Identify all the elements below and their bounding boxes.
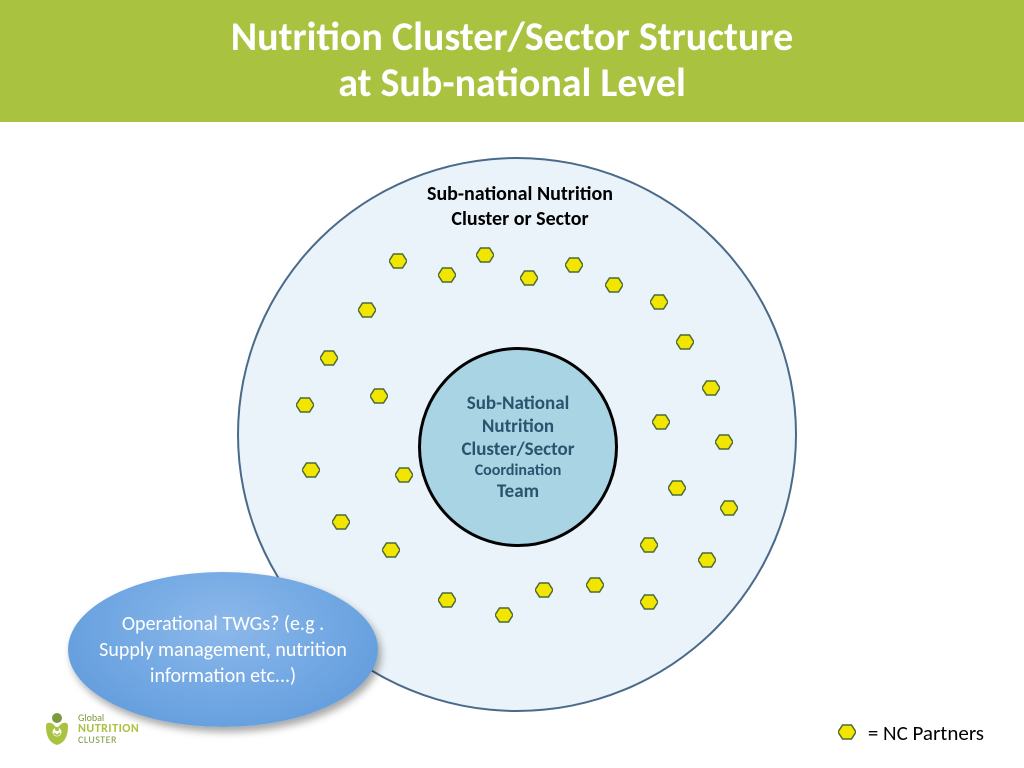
legend-hexagon-icon — [838, 720, 856, 746]
inner-circle-text: Sub-NationalNutritionCluster/SectorCoord… — [462, 392, 575, 503]
partner-hexagon-icon — [302, 462, 320, 478]
logo-text: Global NUTRITION CLUSTER — [78, 713, 139, 745]
partner-hexagon-icon — [720, 500, 738, 516]
partner-hexagon-icon — [652, 414, 670, 430]
partner-hexagon-icon — [358, 302, 376, 318]
partner-hexagon-icon — [650, 294, 668, 310]
logo-line3: CLUSTER — [78, 735, 139, 745]
outer-label-line2: Cluster or Sector — [451, 207, 588, 231]
partner-hexagon-icon — [535, 582, 553, 598]
partner-hexagon-icon — [702, 380, 720, 396]
partner-hexagon-icon — [438, 592, 456, 608]
partner-hexagon-icon — [668, 480, 686, 496]
partner-hexagon-icon — [382, 542, 400, 558]
partner-hexagon-icon — [605, 277, 623, 293]
partner-hexagon-icon — [476, 247, 494, 263]
partner-hexagon-icon — [320, 350, 338, 366]
partner-hexagon-icon — [565, 257, 583, 273]
inner-line: Nutrition — [462, 415, 575, 438]
gnc-logo: Global NUTRITION CLUSTER — [42, 712, 139, 746]
inner-line: Cluster/Sector — [462, 438, 575, 461]
partner-hexagon-icon — [395, 467, 413, 483]
inner-circle: Sub-NationalNutritionCluster/SectorCoord… — [418, 347, 618, 547]
inner-line: Sub-National — [462, 392, 575, 415]
outer-label-line1: Sub-national Nutrition — [427, 182, 613, 206]
outer-circle-label: Sub-national Nutrition Cluster or Sector — [370, 182, 670, 232]
partner-hexagon-icon — [332, 514, 350, 530]
title-line-1: Nutrition Cluster/Sector Structure — [231, 12, 794, 61]
partner-hexagon-icon — [640, 594, 658, 610]
title-line-2: at Sub-national Level — [338, 58, 686, 107]
twg-ellipse: Operational TWGs? (e.g . Supply manageme… — [68, 572, 378, 727]
inner-line: Coordination — [462, 461, 575, 480]
legend: = NC Partners — [838, 720, 984, 746]
partner-hexagon-icon — [586, 577, 604, 593]
partner-hexagon-icon — [520, 270, 538, 286]
partner-hexagon-icon — [370, 388, 388, 404]
partner-hexagon-icon — [698, 552, 716, 568]
partner-hexagon-icon — [296, 397, 314, 413]
legend-text: = NC Partners — [868, 720, 984, 746]
page-title: Nutrition Cluster/Sector Structure at Su… — [0, 14, 1024, 106]
partner-hexagon-icon — [438, 267, 456, 283]
logo-icon — [42, 712, 72, 746]
partner-hexagon-icon — [389, 253, 407, 269]
partner-hexagon-icon — [715, 434, 733, 450]
header-banner: Nutrition Cluster/Sector Structure at Su… — [0, 0, 1024, 122]
partner-hexagon-icon — [640, 537, 658, 553]
partner-hexagon-icon — [495, 607, 513, 623]
inner-line: Team — [462, 480, 575, 503]
twg-text: Operational TWGs? (e.g . Supply manageme… — [98, 611, 348, 689]
partner-hexagon-icon — [676, 334, 694, 350]
diagram-area: Sub-national Nutrition Cluster or Sector… — [0, 122, 1024, 742]
